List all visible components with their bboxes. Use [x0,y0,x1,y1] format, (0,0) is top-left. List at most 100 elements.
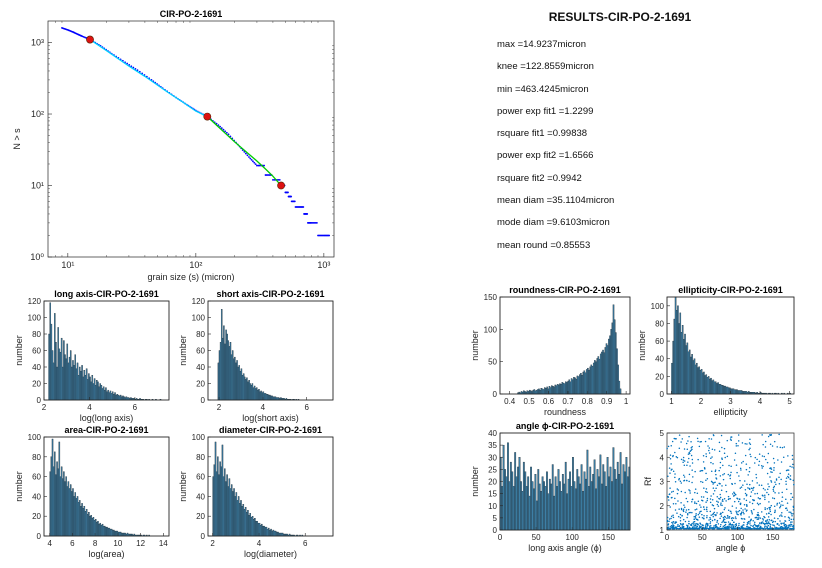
rf-point [684,527,687,530]
rf-point [719,483,721,485]
chart-title: diameter-CIR-PO-2-1691 [219,425,322,435]
data-point [264,174,267,176]
rf-point [676,492,679,495]
rf-point [766,519,769,521]
bar [707,376,710,395]
bar [690,356,692,395]
data-point [257,164,260,167]
bar [528,495,531,531]
bar [686,342,689,395]
rf-point [692,476,694,478]
bar [570,486,573,531]
rf-point [701,469,704,472]
rf-point [701,524,704,527]
rf-point [756,518,759,520]
rf-point [707,524,709,527]
rf-point [694,501,696,503]
rf-point [668,527,671,530]
rf-point [749,521,751,523]
rf-point [748,448,750,451]
rf-point [682,523,685,525]
rf-point [711,519,714,522]
chart-title: short axis-CIR-PO-2-1691 [216,289,324,299]
rf-point [668,493,671,496]
rf-point [787,455,789,457]
y-tick-label: 100 [484,325,498,334]
bar [694,364,697,395]
rf-point [740,511,743,513]
rf-point [748,487,751,490]
rf-point [776,502,779,505]
y-tick-label: 80 [655,319,664,328]
rf-point [721,527,723,530]
y-tick-label: 10⁰ [30,252,44,262]
rf-point [702,455,705,457]
rf-point [720,434,723,437]
rf-point [787,476,790,479]
rf-point [715,487,717,489]
rf-point [743,517,745,520]
rf-point [773,517,776,519]
bar [535,500,538,531]
rf-point [698,512,701,514]
rf-point [677,515,680,518]
rf-point [773,497,776,500]
rf-point [781,515,783,517]
rf-point [672,523,674,525]
rf-point [738,528,741,530]
x-axis-label: log(diameter) [244,549,297,559]
rf-point [728,517,730,519]
rf-point [684,491,686,494]
rf-point [735,517,737,520]
rf-point [729,438,732,440]
bar [680,332,683,395]
result-max: max =14.9237micron [497,39,586,50]
bar [675,310,678,395]
rf-point [776,446,778,448]
rf-point [756,516,758,519]
rf-point [686,516,688,519]
rf-point [711,481,714,483]
rf-point [749,501,751,503]
rf-point [689,465,691,467]
bar [732,388,735,395]
rf-point [731,483,734,485]
x-tick-label: 12 [136,539,145,548]
rf-point [687,453,690,455]
rf-point [719,525,722,528]
rf-point [758,464,760,466]
bar [595,488,597,531]
rf-point [740,469,742,471]
rf-point [712,512,715,515]
rf-point [774,528,776,530]
bar [520,481,522,531]
rf-point [714,481,716,484]
bar [608,476,610,531]
bar [547,493,550,531]
data-point [227,133,230,136]
rf-point [769,443,772,446]
rf-point [689,450,691,452]
rf-point [724,528,727,530]
rf-point [728,498,730,500]
rf-point [699,523,702,525]
rf-point [767,524,770,527]
rf-point [740,514,742,516]
rf-point [733,524,735,526]
bar [718,384,721,395]
x-tick-label: 6 [133,403,138,412]
rf-point [693,525,695,527]
y-tick-label: 100 [192,314,206,323]
rf-point [739,503,742,506]
rf-point [670,491,673,493]
data-point [267,174,269,176]
data-point [273,178,276,181]
rf-point [722,520,724,522]
rf-point [727,509,730,511]
rf-point [732,526,735,529]
rf-point [764,528,767,530]
rf-point [717,505,720,507]
rf-point [773,440,776,443]
rf-point [702,461,705,463]
rf-point [714,524,717,526]
